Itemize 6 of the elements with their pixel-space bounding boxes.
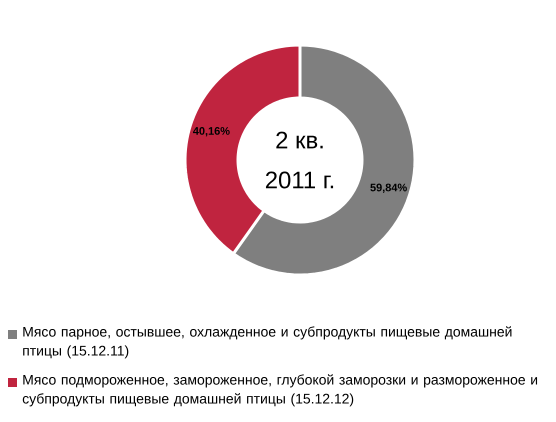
data-label: 59,84% [370,184,407,193]
data-label: 40,16% [193,127,230,136]
legend-label: Мясо подмороженное, замороженное, глубокой заморозки и размороженное и субпродукты пищевые домашней птицы (15.12.12) [22,374,538,406]
text: 2 кв. [276,132,323,148]
legend-label: Мясо парное, остывшее, охлажденное и субпродукты пищевые домашней птицы (15.12.11) [23,326,512,358]
text: 2011 г. [266,172,334,188]
